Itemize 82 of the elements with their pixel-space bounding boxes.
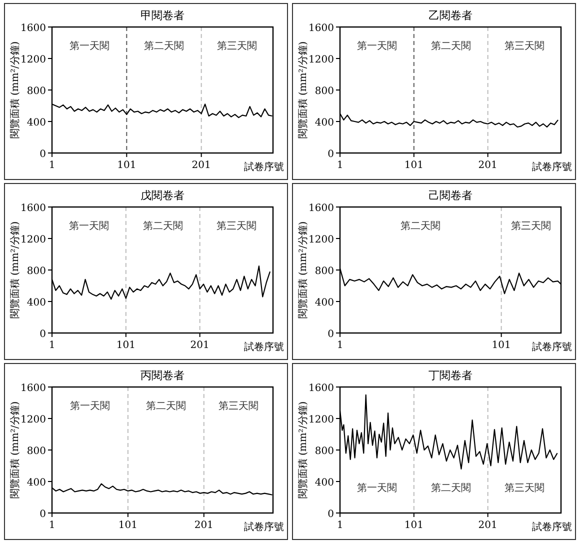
chart-title: 甲閱卷者: [140, 9, 184, 22]
y-tick-label: 400: [314, 298, 334, 308]
annotation: 第一天閱: [356, 40, 397, 52]
y-tick-label: 400: [314, 118, 334, 128]
y-tick-label: 0: [40, 149, 46, 160]
x-axis-title: 試卷序號: [532, 161, 572, 173]
y-tick-label: 0: [328, 329, 334, 340]
x-tick-label: 101: [117, 160, 136, 171]
y-tick-label: 1600: [20, 203, 46, 214]
y-tick-label: 1600: [308, 203, 334, 214]
y-tick-label: 800: [26, 446, 46, 457]
y-tick-label: 800: [26, 86, 46, 97]
chart-title: 丁閱卷者: [428, 369, 472, 382]
x-tick-label: 201: [478, 160, 498, 171]
x-axis-title: 試卷序號: [532, 341, 572, 353]
x-tick-label: 101: [404, 160, 424, 171]
annotation: 第三天閱: [217, 40, 258, 52]
y-axis-title: 閱覽面積 (mm²/分鐘): [9, 41, 21, 139]
chart-title: 丙閱卷者: [140, 369, 184, 382]
y-tick-label: 0: [40, 329, 46, 340]
y-tick-label: 1600: [308, 23, 334, 34]
x-tick-label: 201: [192, 160, 211, 171]
y-axis-title: 閱覽面積 (mm²/分鐘): [9, 221, 21, 319]
x-tick-label: 101: [404, 520, 424, 531]
y-tick-label: 1600: [20, 383, 46, 394]
annotation: 第二天閱: [142, 220, 183, 232]
annotation: 第三天閱: [218, 400, 258, 412]
y-tick-label: 400: [26, 478, 46, 488]
x-axis-title: 試卷序號: [244, 161, 284, 173]
y-tick-label: 1200: [20, 234, 46, 246]
annotation: 第三天閱: [504, 482, 544, 494]
x-tick-label: 1: [336, 340, 344, 351]
y-tick-label: 400: [26, 298, 46, 308]
annotation: 第一天閱: [69, 40, 110, 52]
x-tick-label: 101: [492, 340, 511, 351]
x-axis-title: 試卷序號: [532, 521, 572, 533]
y-tick-label: 1200: [308, 54, 334, 66]
annotation: 第一天閱: [70, 400, 110, 412]
x-axis-title: 試卷序號: [244, 521, 284, 533]
y-tick-label: 0: [328, 149, 334, 160]
y-tick-label: 800: [314, 86, 334, 97]
y-tick-label: 800: [314, 446, 334, 457]
chart-title: 己閱卷者: [428, 189, 472, 202]
y-tick-label: 1200: [20, 414, 46, 426]
y-tick-label: 1600: [308, 383, 334, 394]
y-tick-label: 1200: [20, 54, 46, 66]
x-tick-label: 1: [48, 340, 56, 351]
y-tick-label: 1600: [20, 23, 46, 34]
annotation: 第二天閱: [430, 40, 471, 52]
y-tick-label: 0: [40, 509, 46, 520]
x-tick-label: 201: [190, 340, 210, 351]
y-tick-label: 0: [328, 509, 334, 520]
y-axis-title: 閱覽面積 (mm²/分鐘): [297, 401, 309, 499]
y-tick-label: 1200: [308, 234, 334, 246]
x-tick-label: 1: [336, 160, 344, 171]
x-tick-label: 101: [116, 340, 136, 351]
x-tick-label: 1: [48, 160, 56, 171]
annotation: 第三天閱: [216, 220, 256, 232]
annotation: 第一天閱: [68, 220, 109, 232]
annotation: 第一天閱: [356, 482, 397, 494]
x-tick-label: 1: [48, 520, 56, 531]
annotation: 第三天閱: [511, 220, 552, 232]
y-tick-label: 400: [314, 478, 334, 488]
x-tick-label: 201: [194, 520, 214, 531]
y-tick-label: 400: [26, 118, 46, 128]
annotation: 第三天閱: [504, 40, 544, 52]
annotation: 第二天閱: [430, 482, 471, 494]
y-tick-label: 800: [26, 266, 46, 277]
chart-title: 乙閱卷者: [428, 9, 472, 22]
x-axis-title: 試卷序號: [244, 341, 284, 353]
x-tick-label: 1: [336, 520, 344, 531]
y-tick-label: 800: [314, 266, 334, 277]
y-tick-label: 1200: [308, 414, 334, 426]
annotation: 第二天閱: [400, 220, 441, 232]
annotation: 第二天閱: [146, 400, 186, 412]
chart-title: 戊閱卷者: [140, 189, 184, 202]
y-axis-title: 閱覽面積 (mm²/分鐘): [9, 401, 21, 499]
y-axis-title: 閱覽面積 (mm²/分鐘): [297, 41, 309, 139]
y-axis-title: 閱覽面積 (mm²/分鐘): [297, 221, 309, 319]
annotation: 第二天閱: [144, 40, 184, 52]
x-tick-label: 101: [118, 520, 138, 531]
x-tick-label: 201: [478, 520, 498, 531]
